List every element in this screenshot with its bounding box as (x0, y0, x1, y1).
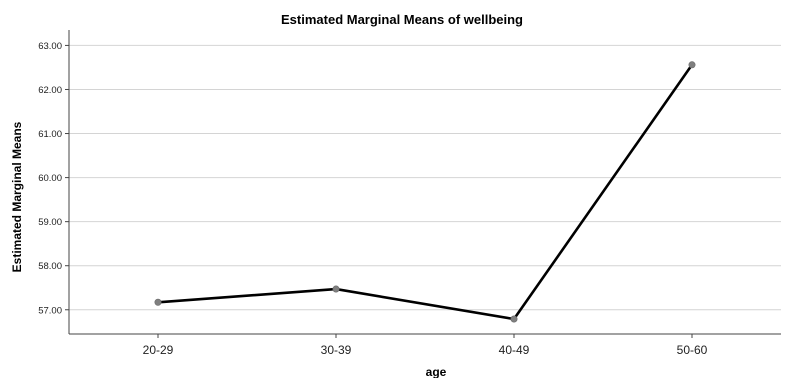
y-tick-label: 62.00 (38, 85, 62, 96)
chart-title: Estimated Marginal Means of wellbeing (281, 12, 523, 27)
x-tick-label: 40-49 (499, 343, 530, 357)
y-tick-label: 63.00 (38, 41, 62, 52)
y-axis-label: Estimated Marginal Means (10, 121, 24, 272)
data-point-50-60 (688, 61, 696, 69)
x-tick-label: 30-39 (321, 343, 352, 357)
series-line (157, 64, 694, 321)
data-point-40-49 (510, 315, 518, 323)
series (154, 61, 696, 323)
x-axis-ticks: 20-29 30-39 40-49 50-60 (143, 334, 708, 357)
data-point-30-39 (332, 285, 340, 293)
x-tick-label: 50-60 (677, 343, 708, 357)
x-tick-label: 20-29 (143, 343, 174, 357)
y-axis-ticks: 57.00 58.00 59.00 60.00 61.00 62.00 63.00 (38, 41, 69, 316)
y-tick-label: 59.00 (38, 217, 62, 228)
x-axis-label: age (426, 365, 447, 378)
y-tick-label: 60.00 (38, 173, 62, 184)
y-tick-label: 58.00 (38, 261, 62, 272)
y-tick-label: 61.00 (38, 129, 62, 140)
y-tick-label: 57.00 (38, 305, 62, 316)
gridlines (69, 44, 781, 311)
data-point-20-29 (154, 298, 162, 306)
